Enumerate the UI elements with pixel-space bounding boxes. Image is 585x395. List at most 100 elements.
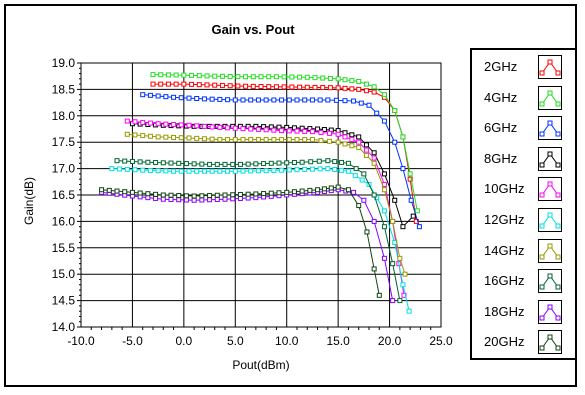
data-point	[171, 94, 177, 100]
data-point	[171, 134, 177, 140]
data-point	[345, 168, 351, 174]
data-point	[207, 197, 213, 203]
data-point	[225, 125, 231, 131]
data-point	[209, 168, 215, 174]
data-point	[302, 166, 308, 172]
data-point	[173, 81, 179, 87]
series-line	[101, 189, 394, 301]
data-point	[349, 132, 355, 138]
data-point	[364, 229, 370, 235]
data-point	[400, 134, 406, 140]
data-point	[137, 190, 143, 196]
data-point	[276, 160, 282, 166]
data-point	[240, 97, 246, 103]
data-point	[317, 97, 323, 103]
data-point	[361, 171, 367, 177]
data-point	[219, 82, 225, 88]
y-tick-label: 14.0	[52, 320, 76, 334]
data-point	[407, 176, 413, 182]
data-point	[413, 218, 419, 224]
data-point	[308, 159, 314, 165]
data-point	[201, 136, 207, 142]
legend-label: 20GHz	[484, 334, 525, 350]
chart-frame: Gain vs. Pout Pout(dBm) Gain(dB) -10.0 -5…	[4, 4, 577, 387]
data-point	[263, 137, 269, 143]
data-point	[194, 123, 200, 129]
data-point	[109, 166, 115, 172]
data-point	[351, 98, 357, 104]
data-point	[212, 73, 218, 79]
data-point	[230, 196, 236, 202]
data-point	[321, 186, 327, 192]
data-point	[304, 74, 310, 80]
data-point	[371, 89, 377, 95]
legend-label: 10GHz	[484, 181, 525, 197]
data-point	[363, 152, 369, 158]
x-tick-label: -5.0	[122, 334, 143, 348]
data-point	[374, 110, 380, 116]
data-point	[214, 196, 220, 202]
x-tick-label: 20.0	[378, 334, 402, 348]
data-point	[339, 159, 345, 165]
data-point	[165, 72, 171, 78]
data-point	[299, 125, 305, 131]
legend-label: 12GHz	[484, 212, 525, 227]
x-tick-label: -10.0	[67, 334, 95, 348]
data-point	[333, 97, 339, 103]
data-point	[271, 127, 277, 133]
data-point	[381, 187, 387, 193]
data-point	[240, 137, 246, 143]
data-point	[176, 193, 182, 199]
data-point	[258, 83, 264, 89]
data-point	[153, 160, 159, 166]
x-tick-label: 0.0	[176, 334, 193, 348]
legend-swatch-icon	[538, 238, 562, 263]
data-point	[410, 213, 416, 219]
data-point	[307, 126, 313, 132]
data-point	[173, 72, 179, 78]
data-point	[307, 187, 313, 193]
data-point	[284, 124, 290, 130]
data-point	[408, 197, 414, 203]
data-point	[294, 167, 300, 173]
data-point	[245, 191, 251, 197]
data-point	[137, 159, 143, 165]
data-point	[140, 92, 146, 98]
data-point	[273, 84, 279, 90]
legend-entry: 14GHz	[472, 236, 575, 266]
data-point	[129, 158, 135, 164]
data-point	[349, 86, 355, 92]
axes	[77, 62, 442, 330]
data-point	[191, 161, 197, 167]
data-point	[327, 130, 333, 136]
data-point	[356, 144, 362, 150]
data-point	[371, 218, 377, 224]
data-point	[124, 131, 130, 137]
data-point	[235, 74, 241, 80]
data-point	[196, 73, 202, 79]
data-point	[196, 82, 202, 88]
data-point	[276, 124, 282, 130]
legend-swatch-icon	[538, 177, 562, 202]
data-point	[160, 196, 166, 202]
x-tick-label: 10.0	[275, 334, 299, 348]
data-point	[356, 134, 362, 140]
data-point	[328, 185, 334, 191]
data-point	[227, 73, 233, 79]
data-point	[189, 72, 195, 78]
data-point	[294, 128, 300, 134]
data-point	[263, 97, 269, 103]
data-point	[363, 81, 369, 87]
y-tick-label: 17.0	[52, 162, 76, 176]
data-point	[359, 177, 365, 183]
y-tick-label: 19.0	[52, 56, 76, 70]
data-point	[204, 73, 210, 79]
legend-label: 6GHz	[484, 120, 518, 136]
data-point	[332, 159, 338, 165]
data-point	[99, 187, 105, 193]
data-point	[325, 158, 331, 164]
y-tick-label: 15.5	[52, 241, 76, 255]
data-point	[145, 159, 151, 165]
data-point	[416, 224, 422, 230]
data-point	[271, 167, 277, 173]
